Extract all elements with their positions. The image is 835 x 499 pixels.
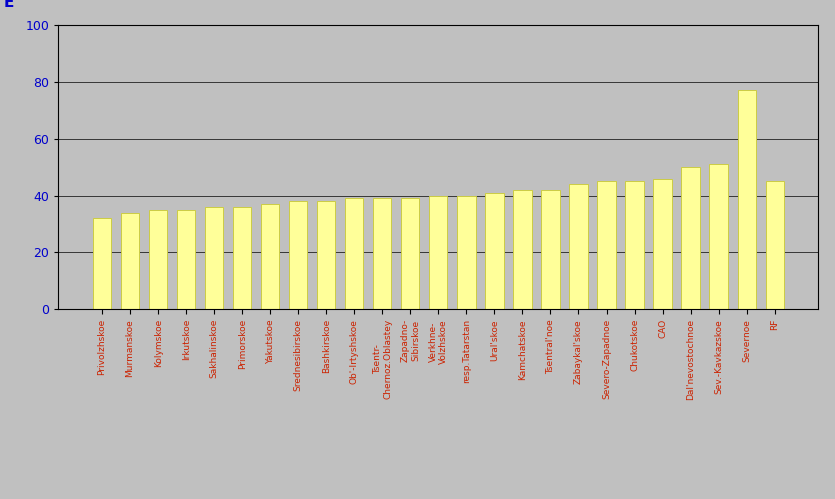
Bar [710, 164, 728, 309]
Bar [121, 213, 139, 309]
Bar [205, 207, 223, 309]
Bar [345, 199, 363, 309]
Bar [289, 201, 307, 309]
Bar [654, 179, 671, 309]
Bar [597, 182, 615, 309]
Bar [681, 167, 700, 309]
Bar [373, 199, 392, 309]
Bar [149, 210, 167, 309]
Bar [569, 184, 588, 309]
Bar [737, 90, 756, 309]
Bar [402, 199, 419, 309]
Bar [177, 210, 195, 309]
Bar [317, 201, 336, 309]
Bar [233, 207, 251, 309]
Bar [625, 182, 644, 309]
Bar [261, 204, 280, 309]
Text: E: E [4, 0, 14, 9]
Bar [766, 182, 784, 309]
Bar [458, 196, 475, 309]
Bar [514, 190, 532, 309]
Bar [485, 193, 504, 309]
Bar [429, 196, 448, 309]
Bar [93, 219, 111, 309]
Bar [541, 190, 559, 309]
